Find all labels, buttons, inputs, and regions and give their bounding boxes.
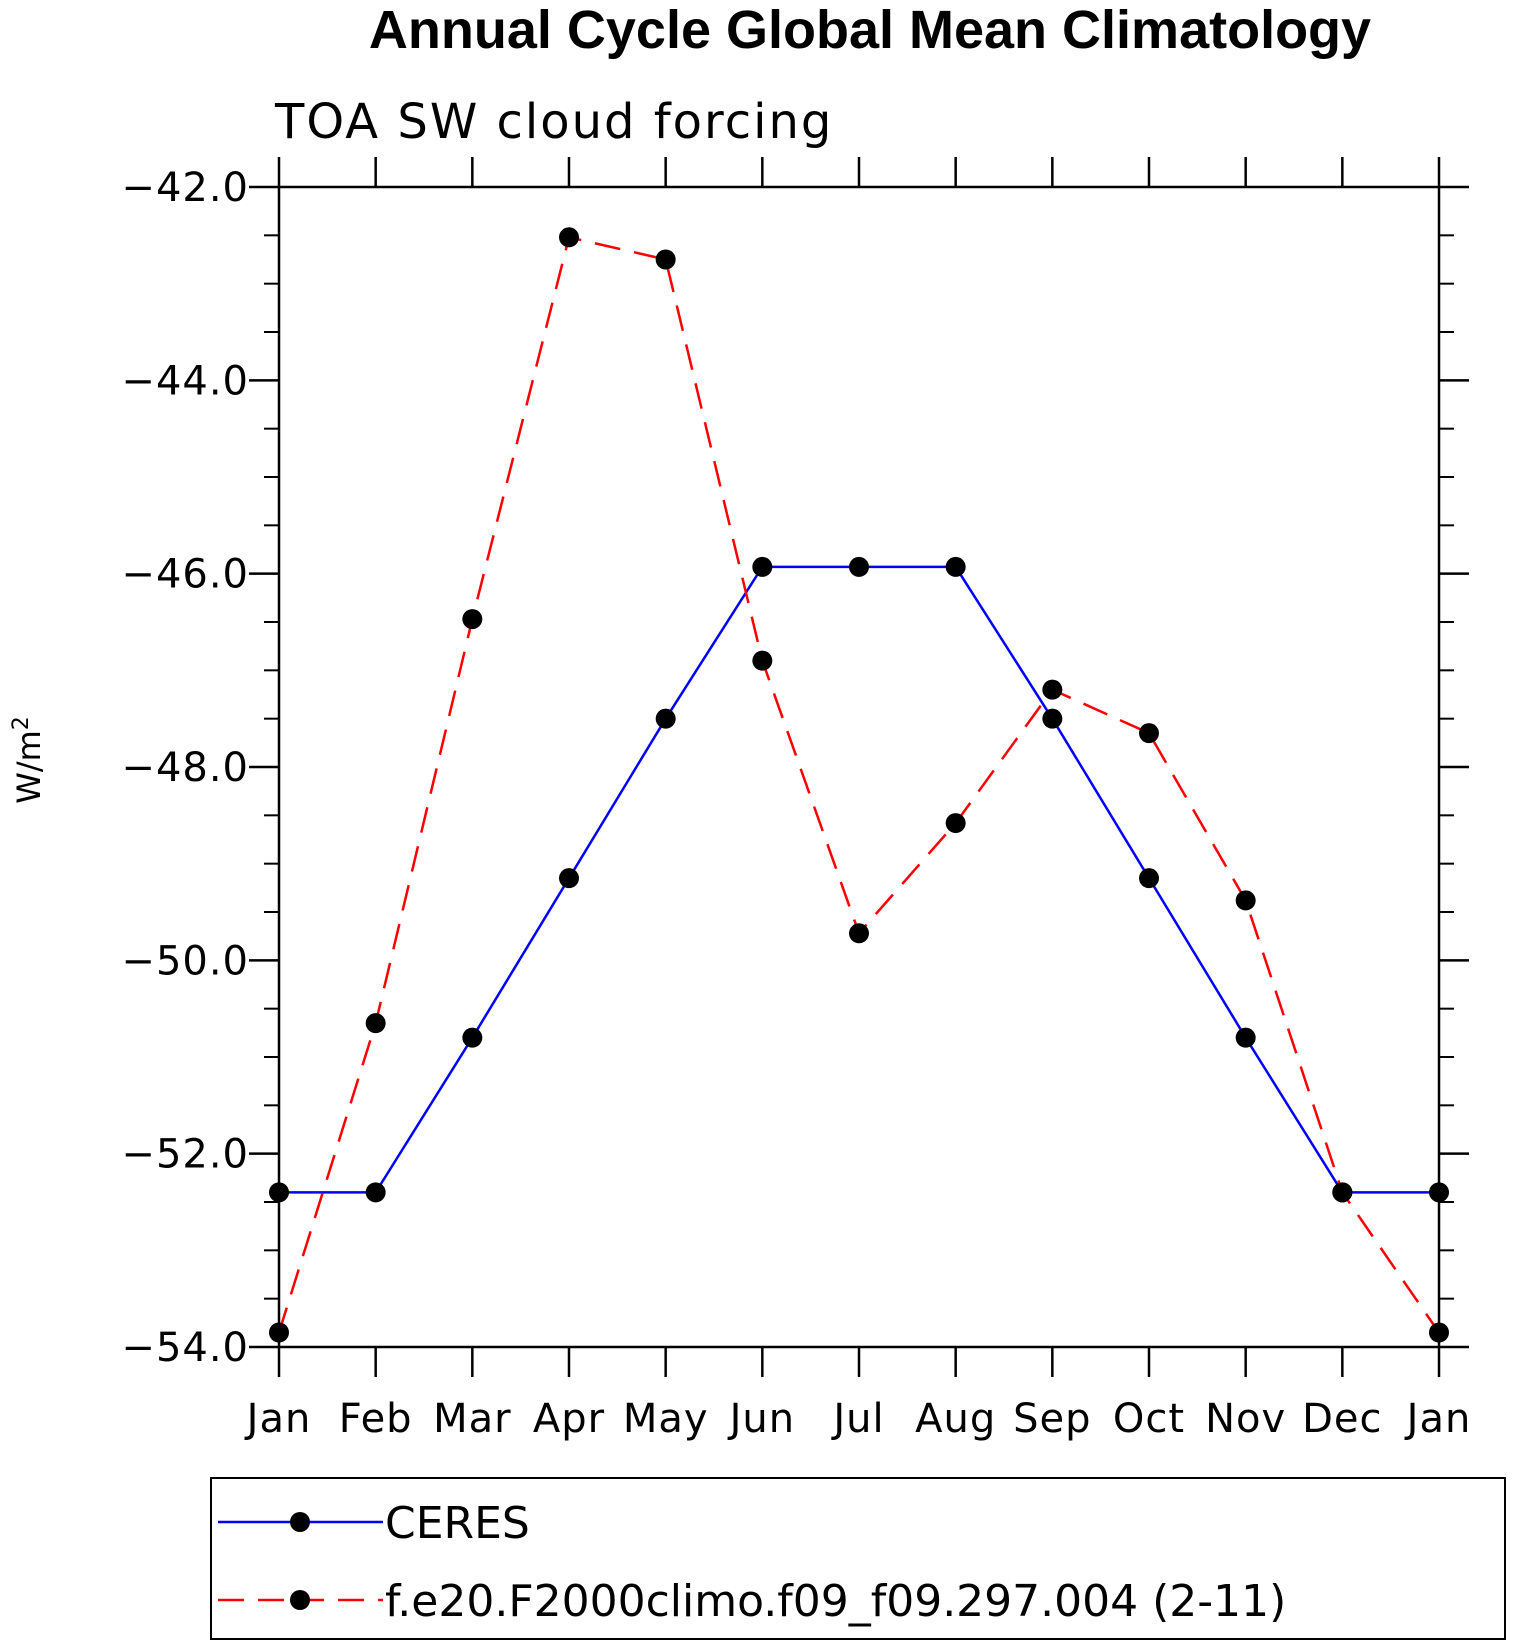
x-tick-label: Jul	[830, 1396, 884, 1442]
data-point	[655, 249, 676, 270]
chart-title: Annual Cycle Global Mean Climatology	[369, 0, 1371, 60]
legend: CERES f.e20.F2000climo.f09_f09.297.004 (2…	[210, 1477, 1506, 1640]
y-tick-label: −44.0	[121, 358, 249, 404]
chart-subtitle: TOA SW cloud forcing	[274, 94, 833, 150]
legend-label: CERES	[385, 1498, 530, 1549]
series-1	[269, 227, 1449, 1343]
data-point	[655, 708, 676, 729]
legend-marker	[290, 1512, 310, 1532]
x-tick-label: Feb	[339, 1396, 413, 1442]
legend-marker	[290, 1590, 310, 1610]
data-point	[945, 813, 966, 834]
y-axis-label-superscript: 2	[9, 716, 34, 730]
data-point	[849, 923, 869, 944]
plot-border	[277, 185, 1441, 1349]
x-tick-label: Jan	[244, 1396, 312, 1442]
data-point	[1139, 723, 1159, 744]
data-point	[462, 1027, 483, 1048]
data-point	[1429, 1322, 1449, 1343]
y-axis-label-text: W/m	[10, 730, 48, 804]
data-point	[559, 868, 579, 889]
x-tick-label: Mar	[433, 1396, 511, 1442]
series-line	[277, 235, 1441, 1334]
x-tick-label: Dec	[1302, 1396, 1382, 1442]
data-point	[1139, 868, 1159, 889]
data-point	[269, 1182, 289, 1203]
data-point	[849, 556, 869, 577]
data-point	[269, 1322, 289, 1343]
y-tick-label: −42.0	[121, 165, 249, 211]
x-tick-label: May	[623, 1396, 709, 1442]
x-tick-label: Nov	[1205, 1396, 1286, 1442]
legend-label: f.e20.F2000climo.f09_f09.297.004 (2-11)	[385, 1576, 1286, 1627]
x-tick-label: Jun	[727, 1396, 796, 1442]
y-tick-label: −48.0	[121, 745, 249, 791]
series-line	[279, 565, 1439, 1194]
data-point	[1235, 890, 1256, 911]
x-axis-ticks: Jan Feb Mar Apr May Jun Jul Aug Sep Oct Nov Dec Jan	[244, 157, 1472, 1442]
data-point	[559, 227, 579, 248]
plot-frame	[277, 185, 1441, 1349]
y-tick-label: −50.0	[121, 938, 249, 984]
data-point	[1332, 1182, 1353, 1203]
data-point	[365, 1013, 386, 1034]
data-point	[752, 650, 773, 671]
data-point	[1042, 679, 1063, 700]
series-0	[269, 556, 1449, 1203]
data-point	[752, 556, 773, 577]
x-tick-label: Oct	[1113, 1396, 1185, 1442]
data-point	[1429, 1182, 1449, 1203]
data-point	[1235, 1027, 1256, 1048]
y-tick-label: −52.0	[121, 1132, 249, 1178]
data-point	[462, 609, 483, 630]
x-tick-label: Sep	[1013, 1396, 1091, 1442]
y-axis-ticks: −42.0 −44.0 −46.0 −48.0 −50.0 −52.0 −54.0	[121, 165, 1469, 1371]
y-tick-label: −54.0	[121, 1325, 249, 1371]
x-tick-label: Jan	[1404, 1396, 1472, 1442]
legend-box	[210, 1477, 1506, 1640]
series-layer	[269, 227, 1449, 1343]
data-point	[1042, 708, 1063, 729]
data-point	[945, 556, 966, 577]
y-axis-label: W/m2	[9, 716, 48, 804]
data-point	[365, 1182, 386, 1203]
x-tick-label: Aug	[915, 1396, 996, 1442]
x-tick-label: Apr	[533, 1396, 605, 1442]
y-tick-label: −46.0	[121, 552, 249, 598]
